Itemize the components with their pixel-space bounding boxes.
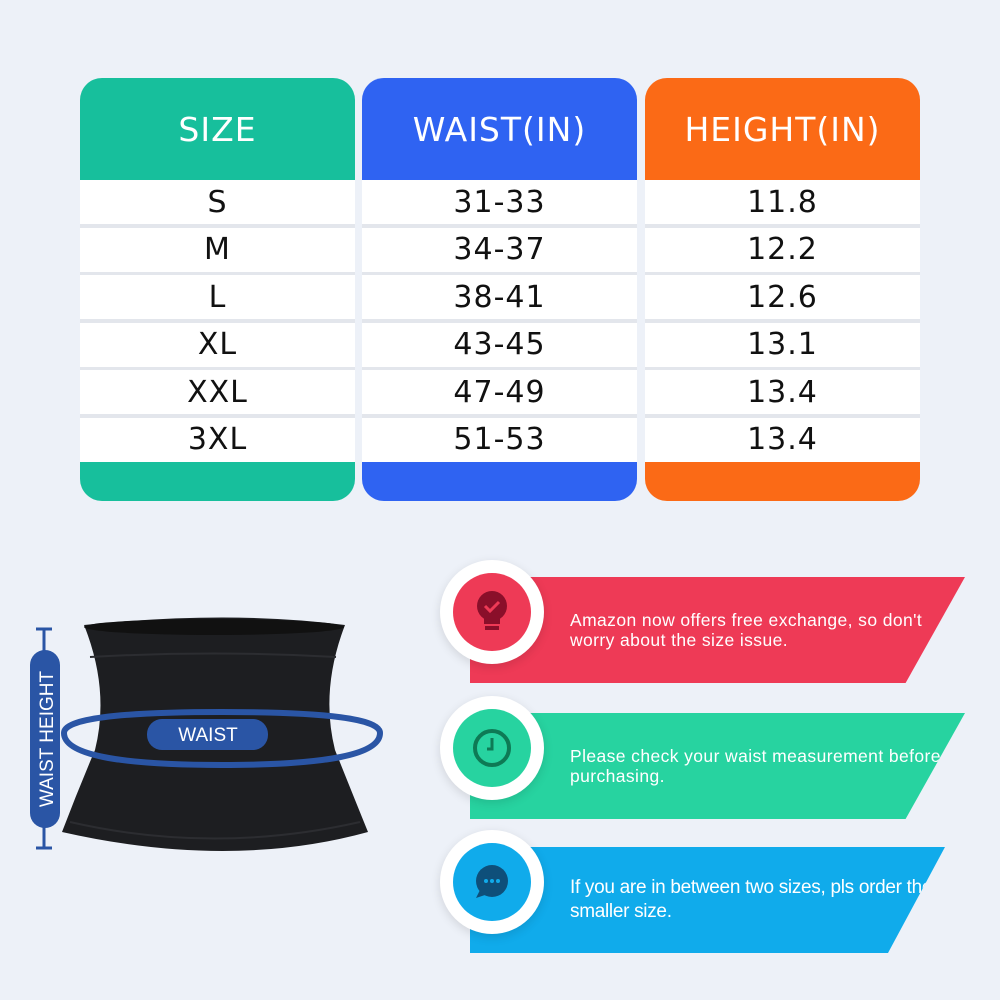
table-cell: 43-45 xyxy=(362,322,637,367)
height-column: HEIGHT(IN) 11.8 12.2 12.6 13.1 13.4 13.4 xyxy=(645,78,920,501)
lightbulb-check-icon xyxy=(477,591,507,630)
waist-label: WAIST xyxy=(178,725,238,746)
tip-icon-circle xyxy=(440,830,544,934)
waist-height-label: WAIST HEIGHT xyxy=(37,671,58,808)
table-cell: L xyxy=(80,275,355,319)
table-cell: 12.2 xyxy=(645,227,920,272)
table-cell: 34-37 xyxy=(362,227,637,272)
waist-column: WAIST(IN) 31-33 34-37 38-41 43-45 47-49 … xyxy=(362,78,637,501)
column-header: SIZE xyxy=(178,109,257,149)
tip-icon-circle xyxy=(440,696,544,800)
column-header: WAIST(IN) xyxy=(412,109,587,149)
clock-icon xyxy=(473,729,511,767)
table-cell: S xyxy=(80,180,355,224)
table-cell: 47-49 xyxy=(362,370,637,414)
tip-banner: Amazon now offers free exchange, so don'… xyxy=(470,577,965,683)
tip-banner: Please check your waist measurement befo… xyxy=(470,713,965,819)
column-header: HEIGHT(IN) xyxy=(684,109,881,149)
table-cell: 38-41 xyxy=(362,275,637,319)
tip-banner: If you are in between two sizes, pls ord… xyxy=(470,847,945,953)
table-cell: XXL xyxy=(80,370,355,414)
tip-icon-circle xyxy=(440,560,544,664)
table-cell: 12.6 xyxy=(645,275,920,319)
table-cell: 51-53 xyxy=(362,417,637,462)
table-cell: 3XL xyxy=(80,417,355,462)
waist-trainer-illustration: WAIST HEIGHT WAIST xyxy=(30,617,384,851)
waist-badge xyxy=(147,719,268,750)
table-cell: 31-33 xyxy=(362,180,637,224)
table-cell: 13.4 xyxy=(645,417,920,462)
size-column: SIZE S M L XL XXL 3XL xyxy=(80,78,355,501)
table-cell: 13.4 xyxy=(645,370,920,414)
table-cell: XL xyxy=(80,322,355,367)
table-cell: 11.8 xyxy=(645,180,920,224)
waist-height-badge xyxy=(30,650,60,828)
table-cell: 13.1 xyxy=(645,322,920,367)
table-cell: M xyxy=(80,227,355,272)
chat-bubble-icon xyxy=(476,865,508,898)
